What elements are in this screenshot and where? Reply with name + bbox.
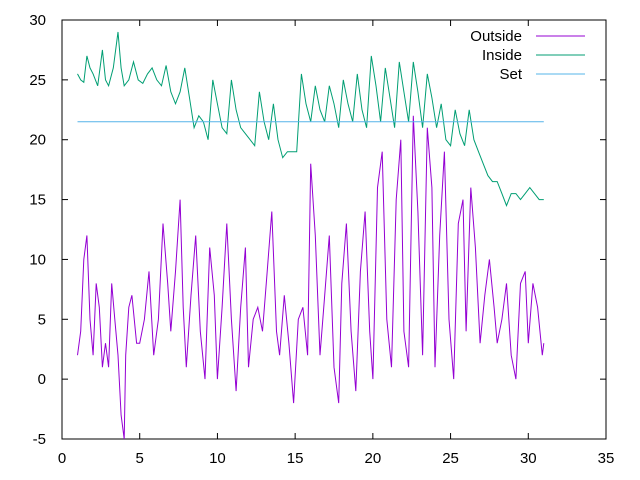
x-tick-label: 5 xyxy=(136,450,144,467)
legend-label-inside: Inside xyxy=(482,47,522,64)
x-tick-label: 25 xyxy=(442,450,459,467)
series-line-inside xyxy=(77,31,544,207)
y-tick-label: 15 xyxy=(29,192,46,209)
plot-border xyxy=(61,19,607,440)
series-line-outside xyxy=(77,115,545,440)
y-tick-label: 20 xyxy=(29,132,46,149)
x-tick-label: 30 xyxy=(520,450,537,467)
y-tick-label: 0 xyxy=(38,371,46,388)
legend-label-set: Set xyxy=(499,66,522,83)
x-tick-label: 15 xyxy=(287,450,304,467)
y-tick-label: 30 xyxy=(29,12,46,29)
x-tick-label: 35 xyxy=(598,450,615,467)
y-tick-label: 5 xyxy=(38,311,46,328)
axes: 0 5 10 15 20 25 30 35 -5 0 5 10 15 20 25 30 xyxy=(29,12,614,467)
y-tick-label: 10 xyxy=(29,251,46,268)
x-tick-label: 0 xyxy=(58,450,66,467)
legend: Outside Inside Set xyxy=(470,28,585,83)
legend-label-outside: Outside xyxy=(470,28,522,45)
x-tick-label: 20 xyxy=(365,450,382,467)
y-tick-label: 25 xyxy=(29,72,46,89)
series-layer xyxy=(77,31,545,440)
y-tick-label: -5 xyxy=(33,431,46,448)
plot-area xyxy=(61,19,607,440)
x-tick-label: 10 xyxy=(209,450,226,467)
